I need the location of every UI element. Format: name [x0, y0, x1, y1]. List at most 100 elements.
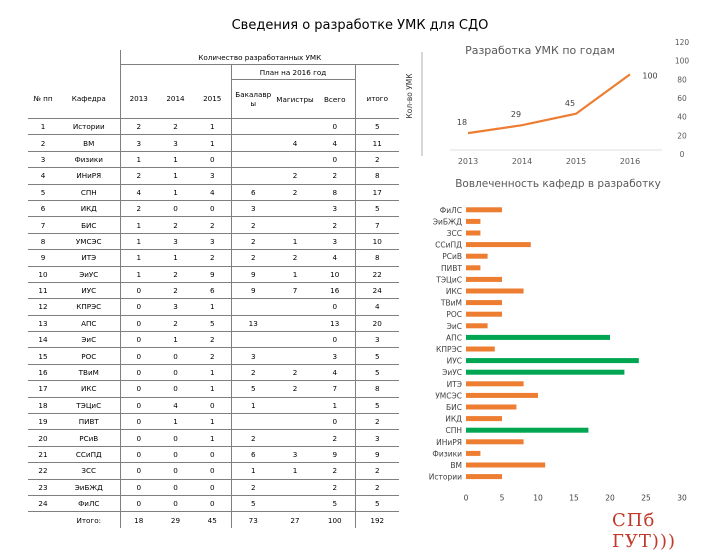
cell-y2013: 1: [119, 216, 157, 234]
cell-n: 10: [28, 266, 58, 283]
cell-mag: 2: [275, 364, 315, 382]
bar: [466, 311, 502, 317]
cell-vsego: 4: [315, 364, 355, 382]
cell-dept: ФиЛС: [58, 495, 120, 513]
cell-y2014: 2: [157, 118, 194, 136]
bar-category-label: ЭиБЖД: [433, 217, 462, 226]
cell-bach: [230, 151, 275, 169]
table-row: 18 ТЭЦиС 0 4 0 1 1 5: [28, 397, 399, 415]
cell-vsego: 0: [315, 413, 355, 431]
bar-chart: Вовлеченность кафедр в разработку ФиЛС ЭиБ…: [429, 178, 687, 502]
cell-dept: ВМ: [58, 134, 120, 152]
cell-y2014: 0: [157, 479, 194, 496]
cell-vsego: 2: [315, 216, 355, 234]
line-chart-ytick: 20: [677, 131, 687, 140]
cell-vsego: 2: [315, 167, 355, 185]
bar: [466, 392, 538, 398]
table-row: 7 БИС 1 2 2 2 2 7: [28, 216, 399, 234]
cell-y2013: 1: [119, 249, 157, 267]
bar: [466, 427, 589, 433]
bar-xtick: 30: [677, 493, 687, 502]
table-row: 24 ФиЛС 0 0 0 5 5 5: [28, 495, 399, 513]
cell-y2014: 3: [157, 233, 194, 251]
table-row: 13 АПС 0 2 5 13 13 20: [28, 315, 399, 333]
cell-y2013: 0: [119, 495, 157, 513]
cell-itogo: 5: [354, 118, 399, 136]
bar-category-label: ВМ: [450, 461, 462, 470]
cell-mag: [275, 413, 315, 431]
line-chart-ytick: 0: [680, 150, 685, 159]
cell-bach: 2: [230, 429, 275, 447]
bar-category-label: РСиВ: [442, 252, 462, 261]
cell-y2014: 0: [157, 364, 194, 382]
cell-y2015: 5: [194, 315, 231, 333]
cell-dept: ТЭЦиС: [58, 397, 120, 415]
header-group: Количество разработанных УМК: [119, 50, 399, 65]
line-chart-ytick: 100: [675, 57, 690, 66]
cell-mag: 1: [275, 233, 315, 251]
cell-y2014: 2: [157, 315, 194, 333]
cell-mag: 2: [275, 380, 315, 398]
cell-n: 4: [28, 167, 58, 185]
bar: [466, 265, 481, 271]
cell-bach: [230, 298, 275, 316]
cell-y2013: 1: [119, 266, 157, 283]
cell-dept: ЭиУС: [58, 266, 120, 283]
cell-y2014: 0: [157, 347, 194, 365]
line-series: [467, 73, 631, 135]
cell-itogo: 2: [354, 479, 399, 496]
cell-y2015: 0: [194, 446, 231, 464]
cell-mag: [275, 216, 315, 234]
cell-n: 14: [28, 331, 58, 349]
bar: [466, 253, 488, 259]
bar-category-label: Физики: [432, 449, 462, 458]
cell-y2013: 0: [119, 413, 157, 431]
cell-itogo: 11: [354, 134, 399, 152]
cell-y2015: 1: [194, 429, 231, 447]
bar-category-label: СПН: [445, 426, 462, 435]
cell-itogo: 4: [354, 298, 399, 316]
table-row: 21 ССиПД 0 0 0 6 3 9 9: [28, 446, 399, 464]
cell-y2014: 0: [157, 495, 194, 513]
cell-bach: 3: [230, 200, 275, 218]
table-row: 3 Физики 1 1 0 0 2: [28, 151, 399, 169]
line-chart-xtick: 2013: [458, 157, 478, 166]
cell-y2014: 1: [157, 331, 194, 349]
line-chart-xtick: 2016: [620, 157, 640, 166]
cell-bach: 2: [230, 216, 275, 234]
cell-n: 11: [28, 282, 58, 300]
cell-y2013: 1: [119, 151, 157, 169]
cell-itogo: 17: [354, 184, 399, 201]
cell-y2014: 2: [157, 282, 194, 300]
cell-bach: 9: [230, 266, 275, 283]
cell-dept: ЭиС: [58, 331, 120, 349]
bar-xtick: 20: [605, 493, 615, 502]
slide-title: Сведения о разработке УМК для СДО: [231, 18, 489, 33]
bar-category-label: ИУС: [447, 357, 462, 366]
bar: [466, 416, 502, 422]
cell-dept: ИКД: [58, 200, 120, 218]
cell-bach: 6: [230, 446, 275, 464]
cell-dept: УМСЭС: [58, 233, 120, 251]
bar-category-label: ЭиУС: [442, 368, 462, 377]
cell-vsego: 2: [315, 462, 355, 480]
cell-y2015: 3: [194, 167, 231, 185]
total-y2014: 29: [170, 515, 181, 525]
table-row: 19 ПИВТ 0 1 1 0 2: [28, 413, 399, 431]
cell-y2014: 2: [157, 216, 194, 234]
cell-y2015: 1: [194, 134, 231, 152]
cell-dept: ИКС: [58, 380, 120, 398]
cell-vsego: 5: [315, 495, 355, 513]
cell-y2015: 3: [194, 233, 231, 251]
cell-n: 13: [28, 315, 58, 333]
line-chart-ytick: 40: [677, 113, 687, 122]
cell-vsego: 16: [315, 282, 355, 300]
table-row: 6 ИКД 2 0 0 3 3 5: [28, 200, 399, 218]
cell-vsego: 3: [315, 347, 355, 365]
cell-vsego: 0: [315, 298, 355, 316]
bar: [466, 334, 610, 340]
cell-y2013: 0: [119, 446, 157, 464]
cell-vsego: 8: [315, 184, 355, 201]
cell-dept: РСиВ: [58, 429, 120, 447]
cell-mag: 4: [275, 134, 315, 152]
